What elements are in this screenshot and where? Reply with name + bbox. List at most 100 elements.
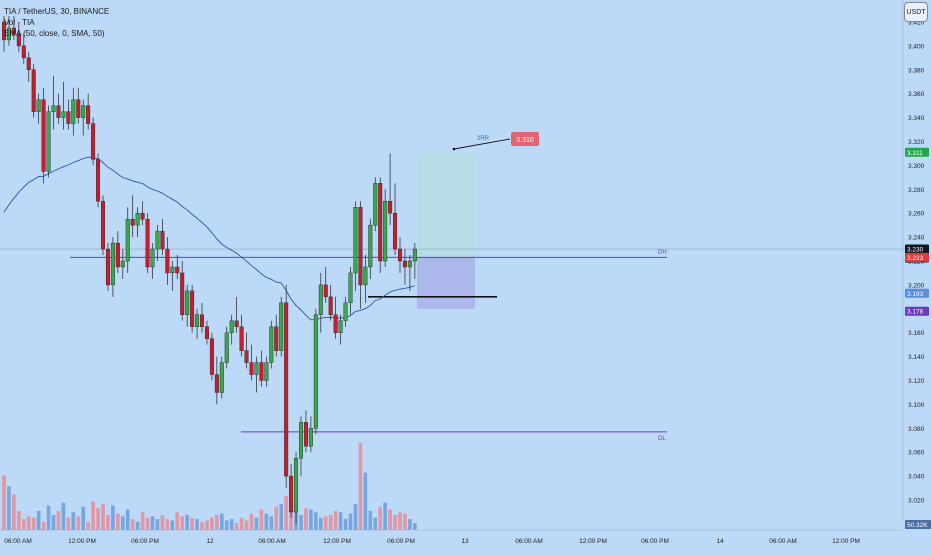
volume-bar (333, 510, 338, 530)
candle (180, 261, 185, 321)
candle-body (373, 183, 378, 226)
candle-body (402, 260, 407, 268)
volume-bar (36, 510, 41, 530)
candle-body (294, 457, 299, 513)
candle-body (274, 326, 279, 351)
volume-bar (299, 515, 303, 530)
candle-body (155, 230, 160, 250)
candle-body (86, 105, 91, 124)
price-badge-label: 3.193 (907, 291, 924, 298)
candle (407, 255, 412, 291)
volume-bar (234, 523, 239, 530)
volume-bar (145, 517, 150, 530)
time-tick-label: 13 (461, 538, 469, 545)
candle (130, 195, 135, 238)
candle (140, 201, 145, 226)
candle (303, 410, 308, 453)
candle (46, 105, 51, 178)
volume-bar (195, 519, 199, 530)
price-tick-label: 3.360 (908, 91, 925, 98)
dh-label: DH (658, 249, 667, 255)
price-badge (905, 252, 929, 262)
candle-body (363, 266, 368, 286)
candle-body (11, 27, 16, 35)
candle (36, 93, 41, 124)
volume-bar (309, 509, 313, 530)
volume-bar (31, 517, 36, 530)
volume-bar (274, 506, 279, 530)
volume-bar (135, 521, 140, 530)
candle (21, 33, 26, 64)
candle-body (353, 207, 358, 274)
candle-body (318, 284, 323, 315)
symbol-title[interactable]: TIA / TetherUS, 30, BINANCE (4, 7, 110, 16)
position-tool[interactable] (417, 152, 475, 309)
candle (105, 243, 110, 291)
volume-bar (46, 505, 51, 530)
time-tick-label: 12:00 PM (579, 538, 607, 545)
chart-legend: TIA / TetherUS, 30, BINANCE Vol · TIA EM… (4, 6, 109, 39)
rr-trendline (453, 138, 511, 150)
price-tick-label: 3.380 (908, 67, 925, 74)
price-tick-label: 3.140 (908, 354, 925, 361)
candle (289, 464, 294, 518)
price-tick-label: 3.020 (908, 498, 925, 505)
time-tick-label: 12 (206, 538, 214, 545)
volume-bar (175, 512, 180, 530)
candle-body (170, 266, 175, 274)
candle (378, 177, 383, 273)
volume-bar (17, 510, 21, 530)
volume-bar (106, 515, 110, 530)
volume-bar (116, 513, 120, 530)
candle (239, 314, 244, 357)
volume-bar (185, 515, 189, 530)
volume-bar (71, 512, 76, 530)
volume-bar (383, 502, 387, 530)
candle (199, 302, 204, 333)
candle (333, 296, 338, 339)
candle (318, 272, 323, 333)
candle (71, 87, 76, 136)
candle (91, 117, 96, 166)
candle-body (299, 422, 304, 459)
price-axis[interactable]: 3.420 3.400 3.380 3.360 3.340 3.320 3.300 3.280… (902, 0, 932, 550)
volume-bar (86, 521, 90, 530)
volume-bar (210, 517, 214, 530)
candle (165, 237, 170, 285)
candle-body (393, 212, 398, 250)
ema-indicator-label[interactable]: EMA (50, close, 0, SMA, 50) (4, 29, 105, 38)
volume-bar (12, 494, 16, 530)
candle-body (91, 123, 96, 160)
candle (110, 237, 115, 297)
candle-body (105, 248, 110, 286)
candle-body (343, 302, 348, 321)
candle-body (165, 248, 170, 274)
time-axis[interactable]: 06:00 AM 12:00 PM 06:00 PM 12 06:00 AM 12:00 … (0, 529, 932, 550)
candle-body (135, 212, 140, 226)
candle (195, 308, 200, 339)
volume-bar (254, 517, 259, 530)
candle (214, 356, 219, 405)
candle (209, 332, 214, 381)
candle-body (110, 242, 115, 286)
time-tick-label: 06:00 AM (515, 538, 542, 545)
candle (2, 16, 6, 52)
annotations[interactable]: 3.310 2RR (452, 132, 539, 151)
candle (323, 266, 328, 303)
price-tick-label: 3.200 (908, 282, 925, 289)
candle-body (6, 27, 11, 41)
currency-button[interactable]: USDT (904, 2, 928, 22)
volume-indicator-label[interactable]: Vol · TIA (4, 18, 35, 27)
candle-body (209, 338, 214, 375)
price-tick-label: 3.160 (908, 330, 925, 337)
candle (388, 153, 393, 226)
volume-bar (7, 486, 11, 530)
price-badge-label: 3.230 (907, 247, 924, 254)
candle-body (26, 57, 31, 70)
volume-bar (180, 516, 184, 530)
volume-bar (408, 519, 412, 530)
candle-body (115, 242, 120, 268)
candle-body (412, 248, 417, 262)
